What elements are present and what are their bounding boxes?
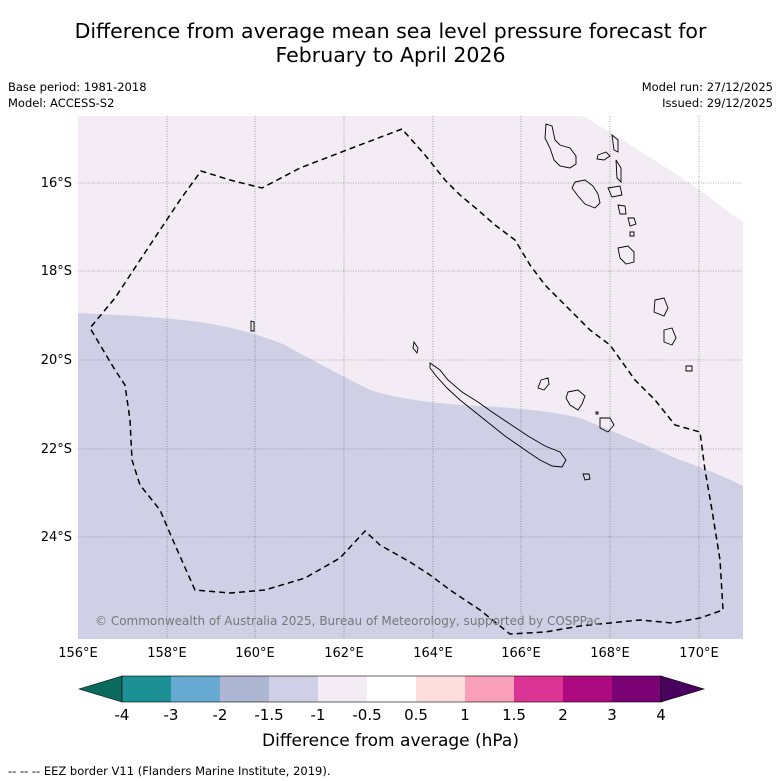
vanuatu-efate bbox=[617, 245, 635, 265]
eez-legend-note: -- -- -- EEZ border V11 (Flanders Marine… bbox=[8, 764, 331, 778]
lon-label-168: 168°E bbox=[590, 646, 630, 661]
cb-tick-7: 1 bbox=[460, 706, 470, 724]
colorbar-seg-11 bbox=[612, 676, 661, 702]
lon-label-164: 164°E bbox=[413, 646, 453, 661]
mare-island bbox=[599, 417, 615, 433]
cb-tick-9: 2 bbox=[558, 706, 568, 724]
title-line-2: February to April 2026 bbox=[275, 43, 506, 67]
colorbar-seg-3 bbox=[220, 676, 269, 702]
eez-border bbox=[89, 128, 724, 635]
base-period: Base period: 1981-2018 bbox=[8, 80, 147, 94]
pressure-band-lower bbox=[78, 313, 743, 639]
colorbar-seg-9 bbox=[514, 676, 563, 702]
chart-title: Difference from average mean sea level p… bbox=[0, 19, 781, 67]
colorbar-seg-4 bbox=[269, 676, 318, 702]
colorbar-seg-6 bbox=[367, 676, 416, 702]
vanuatu-espiritu-santo bbox=[544, 123, 577, 169]
cb-tick-1: -3 bbox=[163, 706, 179, 724]
lat-label-20: 20°S bbox=[40, 353, 72, 368]
colorbar-seg-5 bbox=[318, 676, 367, 702]
small-reef-1 bbox=[595, 411, 599, 415]
belep-islands bbox=[412, 340, 419, 355]
vanuatu-small-2 bbox=[629, 231, 635, 237]
chesterfield-reef bbox=[250, 320, 255, 332]
vanuatu-maewo bbox=[611, 133, 619, 153]
lat-label-24: 24°S bbox=[40, 530, 72, 545]
colorbar-high-extension bbox=[660, 675, 706, 703]
coastlines bbox=[250, 123, 693, 481]
vanuatu-erromango bbox=[653, 297, 669, 317]
vanuatu-aneityum bbox=[685, 365, 693, 372]
isle-of-pines bbox=[582, 473, 591, 481]
colorbar-seg-2 bbox=[171, 676, 220, 702]
cb-tick-4: -1 bbox=[310, 706, 326, 724]
copyright-notice: © Commonwealth of Australia 2025, Bureau… bbox=[95, 614, 601, 628]
model-run: Model run: 27/12/2025 bbox=[641, 80, 773, 94]
lat-label-18: 18°S bbox=[40, 264, 72, 279]
issued-date: Issued: 29/12/2025 bbox=[662, 96, 773, 110]
lon-label-156: 156°E bbox=[58, 646, 98, 661]
colorbar-outline bbox=[121, 675, 662, 703]
cb-tick-8: 1.5 bbox=[502, 706, 526, 724]
ouvea-island bbox=[537, 377, 550, 391]
colorbar-seg-1 bbox=[122, 676, 171, 702]
cb-tick-0: -4 bbox=[114, 706, 130, 724]
new-caledonia-grande-terre bbox=[429, 362, 567, 468]
colorbar-seg-7 bbox=[416, 676, 465, 702]
colorbar bbox=[77, 675, 706, 703]
vanuatu-ambrym bbox=[607, 185, 623, 198]
vanuatu-small-1 bbox=[627, 217, 637, 227]
cb-tick-5: -0.5 bbox=[352, 706, 382, 724]
colorbar-seg-8 bbox=[465, 676, 514, 702]
lat-label-16: 16°S bbox=[40, 176, 72, 191]
vanuatu-ambae bbox=[596, 151, 611, 161]
lon-label-170: 170°E bbox=[679, 646, 719, 661]
vanuatu-tanna bbox=[663, 327, 677, 346]
cb-tick-6: 0.5 bbox=[404, 706, 428, 724]
lon-label-160: 160°E bbox=[235, 646, 275, 661]
lon-label-158: 158°E bbox=[147, 646, 187, 661]
cb-tick-3: -1.5 bbox=[254, 706, 284, 724]
lifou-island bbox=[565, 389, 586, 411]
lon-label-166: 166°E bbox=[501, 646, 541, 661]
model-name: Model: ACCESS-S2 bbox=[8, 96, 115, 110]
vanuatu-epi bbox=[617, 204, 627, 215]
grid-lines bbox=[78, 116, 743, 639]
colorbar-title: Difference from average (hPa) bbox=[262, 731, 519, 751]
cb-tick-10: 3 bbox=[607, 706, 617, 724]
vanuatu-malakula bbox=[571, 179, 601, 209]
vanuatu-pentecost bbox=[615, 159, 622, 184]
colorbar-low-extension bbox=[77, 675, 123, 703]
title-line-1: Difference from average mean sea level p… bbox=[74, 19, 707, 43]
meta-left: Base period: 1981-2018 Model: ACCESS-S2 bbox=[8, 79, 147, 111]
cb-tick-11: 4 bbox=[656, 706, 666, 724]
lat-label-22: 22°S bbox=[40, 442, 72, 457]
lon-label-162: 162°E bbox=[324, 646, 364, 661]
colorbar-seg-10 bbox=[563, 676, 612, 702]
meta-right: Model run: 27/12/2025 Issued: 29/12/2025 bbox=[642, 79, 773, 111]
cb-tick-2: -2 bbox=[212, 706, 228, 724]
